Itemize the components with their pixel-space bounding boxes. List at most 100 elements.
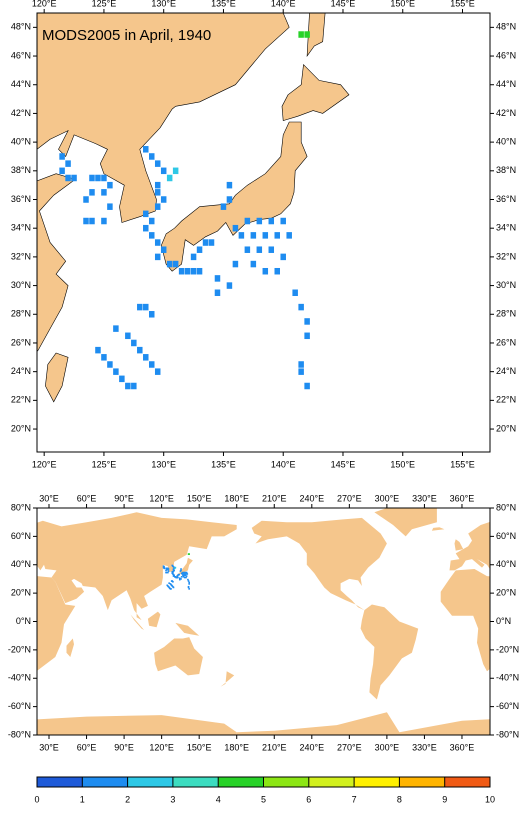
- observation-cell: [89, 189, 95, 196]
- colorbar-cell: [37, 777, 82, 787]
- colorbar-cell: [445, 777, 490, 787]
- y-tick-label: 40°N: [496, 559, 516, 569]
- y-tick-label: 38°N: [11, 165, 31, 175]
- observation-cell: [59, 153, 65, 160]
- map-title: MODS2005 in April, 1940: [42, 27, 211, 44]
- y-tick-label: -20°N: [496, 644, 519, 654]
- observation-cell: [83, 196, 89, 203]
- observation-cell: [125, 333, 131, 340]
- x-tick-label: 180°E: [224, 493, 249, 503]
- observation-cell: [188, 553, 190, 555]
- observation-cell: [233, 261, 239, 268]
- observation-cell: [280, 254, 286, 261]
- y-tick-label: -20°N: [8, 644, 31, 654]
- y-tick-label: -40°N: [8, 673, 31, 683]
- x-tick-label: 360°E: [450, 742, 475, 752]
- y-tick-label: -40°N: [496, 673, 519, 683]
- observation-cell: [59, 168, 65, 175]
- observation-cell: [172, 581, 174, 583]
- land: [455, 539, 464, 550]
- land: [282, 65, 349, 121]
- observation-cell: [245, 218, 251, 225]
- observation-cell: [161, 168, 167, 175]
- observation-cell: [298, 368, 304, 375]
- colorbar-tick-label: 2: [125, 794, 130, 804]
- y-tick-label: 42°N: [496, 108, 516, 118]
- observation-cell: [107, 182, 113, 189]
- observation-cell: [257, 246, 263, 253]
- observation-cell: [83, 218, 89, 225]
- x-tick-label: 60°E: [77, 742, 97, 752]
- y-tick-label: 40°N: [496, 136, 516, 146]
- y-tick-label: 46°N: [11, 50, 31, 60]
- x-tick-label: 125°E: [92, 459, 117, 469]
- observation-cell: [125, 383, 131, 390]
- observation-cell: [164, 567, 166, 569]
- y-tick-label: 36°N: [11, 194, 31, 204]
- observation-cell: [155, 368, 161, 375]
- y-tick-label: 30°N: [496, 280, 516, 290]
- observation-cell: [263, 232, 269, 239]
- observation-cell: [180, 568, 182, 570]
- colorbar-tick-label: 8: [397, 794, 402, 804]
- colorbar-tick-label: 1: [80, 794, 85, 804]
- observation-cell: [155, 203, 161, 210]
- x-tick-label: 60°E: [77, 493, 97, 503]
- y-tick-label: 0°N: [496, 616, 511, 626]
- y-tick-label: 30°N: [11, 280, 31, 290]
- y-tick-label: 0°N: [16, 616, 31, 626]
- observation-cell: [71, 175, 77, 182]
- observation-cell: [149, 361, 155, 368]
- observation-cell: [263, 268, 269, 275]
- land: [441, 569, 526, 671]
- y-tick-label: 46°N: [496, 50, 516, 60]
- observation-cell: [101, 354, 107, 361]
- observation-cell: [165, 572, 167, 574]
- y-tick-label: 26°N: [11, 337, 31, 347]
- y-tick-label: 44°N: [11, 79, 31, 89]
- observation-cell: [304, 333, 310, 340]
- colorbar-tick-label: 3: [170, 794, 175, 804]
- observation-cell: [180, 570, 182, 572]
- x-tick-label: 155°E: [450, 0, 475, 8]
- observation-cell: [119, 376, 125, 383]
- observation-cell: [173, 168, 179, 175]
- observation-cell: [187, 579, 189, 581]
- x-tick-label: 210°E: [262, 742, 287, 752]
- x-tick-label: 180°E: [224, 742, 249, 752]
- land: [148, 612, 161, 628]
- colorbar-cell: [264, 777, 309, 787]
- colorbar-cell: [354, 777, 399, 787]
- colorbar-tick-label: 0: [34, 794, 39, 804]
- observation-cell: [188, 587, 190, 589]
- x-tick-label: 155°E: [450, 459, 475, 469]
- x-tick-label: 210°E: [262, 493, 287, 503]
- x-tick-label: 360°E: [450, 493, 475, 503]
- observation-cell: [155, 182, 161, 189]
- y-tick-label: 60°N: [496, 531, 516, 541]
- x-tick-label: 270°E: [337, 493, 362, 503]
- observation-cell: [197, 268, 203, 275]
- observation-cell: [188, 580, 190, 582]
- land: [161, 122, 307, 271]
- observation-cell: [304, 383, 310, 390]
- observation-cell: [298, 361, 304, 368]
- x-tick-label: 145°E: [331, 0, 356, 8]
- y-tick-label: 44°N: [496, 79, 516, 89]
- land: [67, 639, 75, 658]
- y-tick-label: 80°N: [496, 502, 516, 512]
- colorbar-cell: [309, 777, 354, 787]
- x-tick-label: 90°E: [114, 493, 134, 503]
- observation-cell: [188, 583, 190, 585]
- map-panel: [0, 508, 529, 749]
- observation-cell: [101, 189, 107, 196]
- observation-cell: [215, 290, 221, 297]
- y-tick-label: -80°N: [8, 729, 31, 739]
- observation-cell: [177, 577, 179, 579]
- observation-cell: [131, 340, 137, 347]
- observation-cell: [227, 196, 233, 203]
- observation-cell: [161, 196, 167, 203]
- observation-cell: [113, 368, 119, 375]
- observation-cell: [233, 225, 239, 232]
